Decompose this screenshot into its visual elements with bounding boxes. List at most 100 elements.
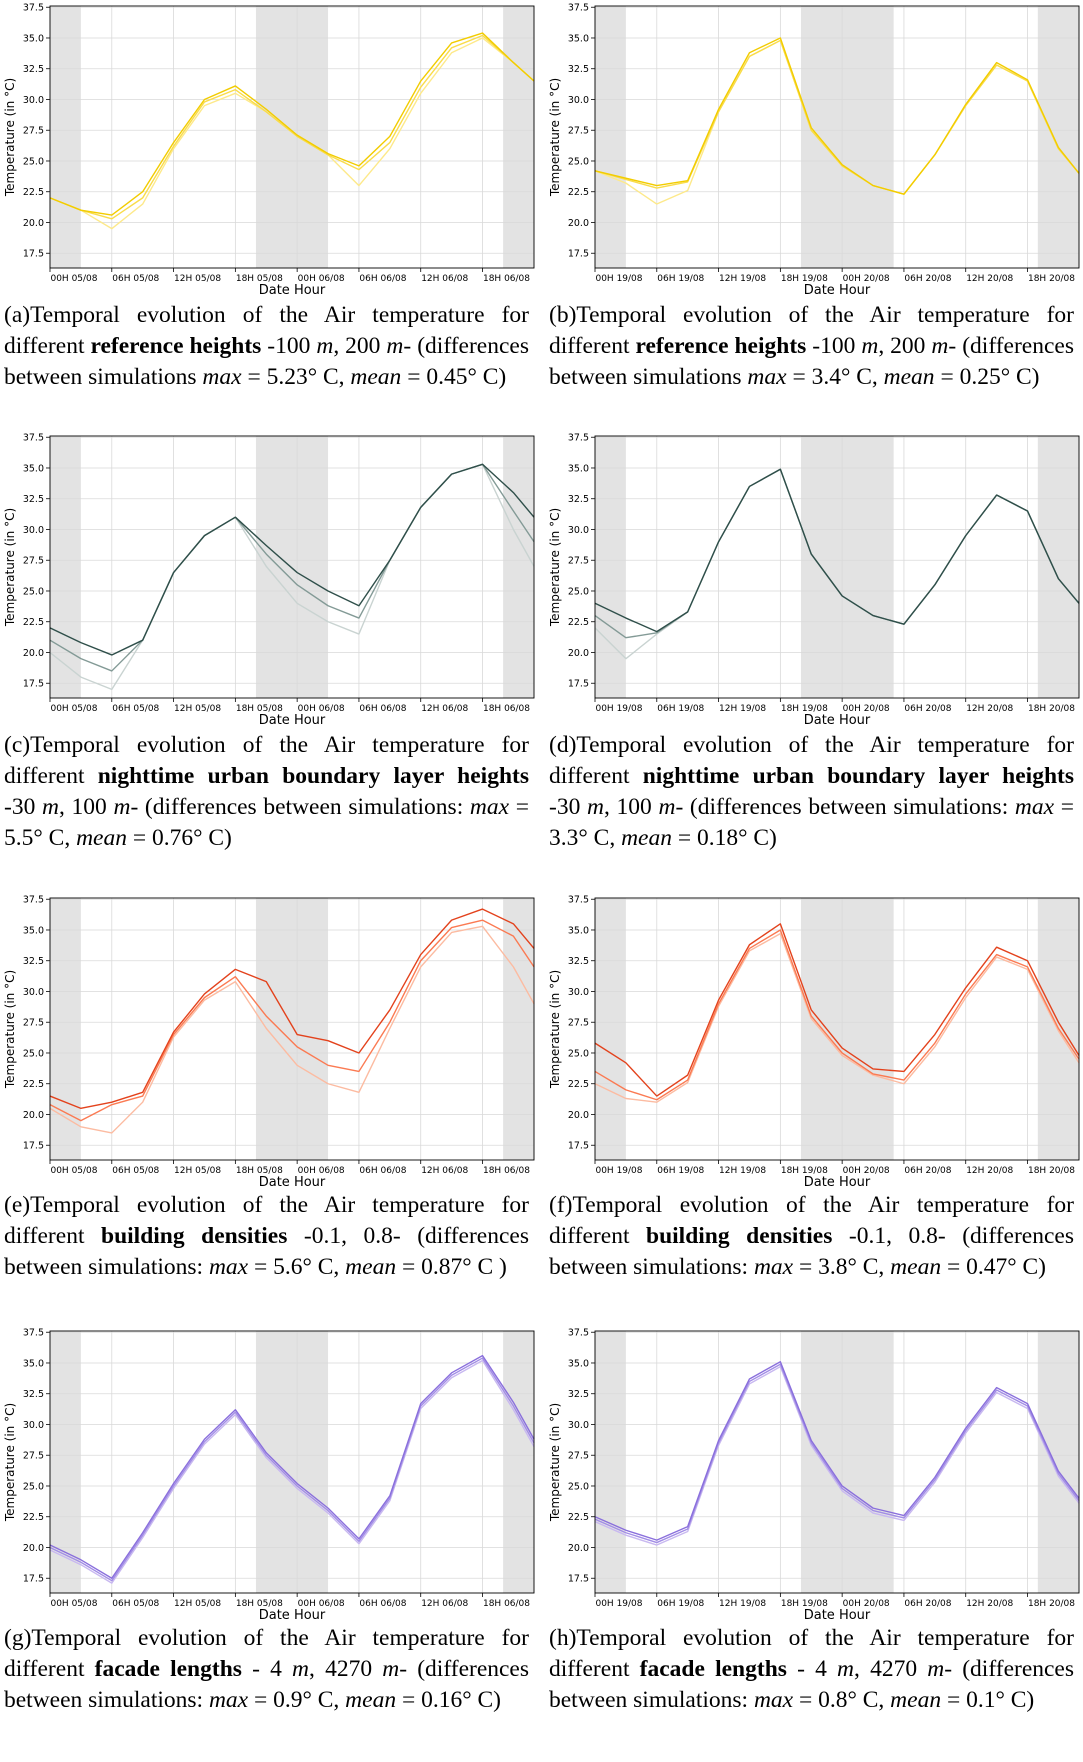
axes-frame (49, 897, 535, 1161)
temperature-line (49, 32, 535, 216)
y-tick-label: 35.0 (23, 33, 44, 44)
y-tick-label: 27.5 (23, 1018, 44, 1029)
caption-text: - (differences between simulations (4, 333, 529, 390)
caption-text: , 4270 (854, 1656, 928, 1682)
caption-text: -0.1, 0.8- (differences between simulati… (549, 1223, 1074, 1280)
caption-text: mean (890, 1254, 942, 1280)
axes-frame (594, 5, 1080, 269)
x-tick-label: 00H 06/08 (298, 704, 345, 714)
y-tick-label: 17.5 (568, 249, 589, 260)
y-tick-label: 32.5 (23, 494, 44, 505)
x-tick-label: 00H 19/08 (595, 274, 642, 284)
chart: 17.5 20.0 22.5 25.0 27.5 30.0 32.5 35.0 37.5 00H … (3, 895, 535, 1190)
caption-text: (d)Temporal evolution of the Air tempera… (549, 732, 1074, 789)
x-tick-label: 00H 05/08 (50, 274, 97, 284)
x-tick-label: 12H 05/08 (174, 704, 221, 714)
night-shade (595, 1331, 626, 1593)
y-tick-label: 37.5 (568, 1328, 589, 1339)
night-shade (50, 1331, 81, 1593)
y-tick-label: 25.0 (23, 586, 44, 597)
caption-text: - (differences between simulations: (675, 794, 1015, 820)
temperature-line (49, 919, 535, 1122)
y-tick-label: 30.0 (568, 1420, 589, 1431)
x-tick-label: 06H 19/08 (657, 1166, 704, 1176)
x-tick-label: 12H 06/08 (421, 1166, 468, 1176)
y-tick-label: 25.0 (568, 1048, 589, 1059)
x-tick-label: 00H 06/08 (298, 1166, 345, 1176)
x-tick-label: 00H 05/08 (50, 704, 97, 714)
caption-text: max (753, 1687, 794, 1713)
x-tick-label: 00H 20/08 (843, 1166, 890, 1176)
temperature-line (594, 923, 1080, 1097)
x-tick-label: 06H 06/08 (359, 1166, 406, 1176)
caption-text: - (differences between simulations: (4, 1656, 530, 1713)
caption-text: = 0.25° C) (934, 364, 1040, 390)
x-tick-label: 12H 19/08 (719, 704, 766, 714)
y-tick-label: 20.0 (568, 1543, 589, 1554)
caption-text: (h)Temporal evolution of the Air tempera… (549, 1625, 1074, 1682)
x-tick-label: 06H 19/08 (657, 274, 704, 284)
caption-text: (c)Temporal evolution of the Air tempera… (4, 732, 529, 789)
y-axis-label: Temperature (in °C) (3, 508, 17, 627)
caption: (c)Temporal evolution of the Air tempera… (4, 730, 529, 854)
caption-text: mean (76, 825, 127, 851)
y-tick-label: 17.5 (23, 1574, 44, 1585)
y-tick-label: 25.0 (23, 1481, 44, 1492)
temperature-line (49, 925, 535, 1134)
night-shade (503, 1331, 534, 1593)
caption-text: (g)Temporal evolution of the Air tempera… (4, 1625, 529, 1682)
temperature-line (594, 1365, 1080, 1546)
x-tick-label: 06H 06/08 (359, 704, 406, 714)
y-tick-label: 35.0 (568, 33, 589, 44)
temperature-line (49, 463, 535, 656)
x-tick-label: 18H 20/08 (1028, 1166, 1075, 1176)
caption-text: facade lengths (639, 1656, 787, 1682)
y-tick-label: 27.5 (568, 1018, 589, 1029)
caption-text: - 4 (241, 1656, 293, 1682)
caption-text: = 0.1° C) (941, 1687, 1035, 1713)
y-tick-label: 22.5 (568, 1079, 589, 1090)
night-shade (800, 1331, 894, 1593)
axes-frame (594, 897, 1080, 1161)
temperature-line (594, 1363, 1080, 1544)
caption-text: mean (345, 1254, 397, 1280)
temperature-line (594, 37, 1080, 195)
temperature-line (49, 908, 535, 1110)
y-tick-label: 35.0 (568, 463, 589, 474)
x-axis-label: Date Hour (259, 1608, 326, 1623)
caption: (d)Temporal evolution of the Air tempera… (549, 730, 1074, 854)
y-tick-label: 32.5 (23, 956, 44, 967)
caption-text: reference heights (635, 333, 807, 359)
caption-text: nighttime urban boundary layer heights (642, 763, 1074, 789)
y-tick-label: 30.0 (568, 987, 589, 998)
y-tick-label: 35.0 (568, 1358, 589, 1369)
caption-text: m (386, 333, 404, 359)
x-axis-label: Date Hour (804, 1608, 871, 1623)
y-tick-label: 30.0 (568, 95, 589, 106)
y-tick-label: 20.0 (568, 648, 589, 659)
caption-text: -100 (806, 333, 862, 359)
caption-text: m (382, 1656, 400, 1682)
caption-text: = 0.47° C) (941, 1254, 1046, 1280)
caption-text: max (753, 1254, 794, 1280)
y-tick-label: 25.0 (568, 156, 589, 167)
caption-text: = 0.45° C) (401, 364, 507, 390)
x-tick-label: 00H 19/08 (595, 704, 642, 714)
caption-text: , 100 (58, 794, 114, 820)
night-shade (1037, 436, 1079, 698)
night-shade (1037, 1331, 1079, 1593)
caption: (e)Temporal evolution of the Air tempera… (4, 1190, 529, 1283)
caption: (a)Temporal evolution of the Air tempera… (4, 300, 529, 393)
caption-text: = 0.9° C, (248, 1687, 346, 1713)
caption-text: building densities (646, 1223, 833, 1249)
axes-frame (594, 1330, 1080, 1594)
caption-text: max (469, 794, 510, 820)
caption-text: max (202, 364, 242, 390)
caption-text: (a)Temporal evolution of the Air tempera… (4, 302, 529, 359)
caption: (b)Temporal evolution of the Air tempera… (549, 300, 1074, 393)
y-tick-label: 22.5 (568, 617, 589, 628)
axes-frame (49, 1330, 535, 1594)
x-tick-label: 18H 19/08 (781, 1166, 828, 1176)
x-tick-label: 00H 19/08 (595, 1166, 642, 1176)
y-tick-label: 22.5 (568, 1512, 589, 1523)
